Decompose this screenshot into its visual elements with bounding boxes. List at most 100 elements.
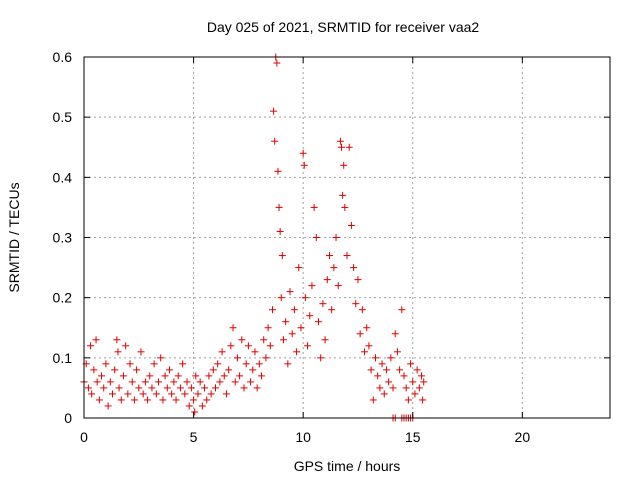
data-point xyxy=(340,161,348,169)
data-point xyxy=(268,306,276,314)
data-point xyxy=(404,396,412,404)
y-tick-label: 0 xyxy=(64,410,72,426)
data-point xyxy=(227,342,235,350)
axis-ticks: 0 5 10 15 20 0 0.1 0.2 0.3 0.4 0.5 0.6 xyxy=(53,49,610,445)
data-point xyxy=(286,288,294,296)
data-point xyxy=(231,378,239,386)
y-tick-label: 0.5 xyxy=(53,109,73,125)
data-point xyxy=(295,264,303,272)
data-point xyxy=(367,366,375,374)
data-point xyxy=(293,348,301,356)
data-point xyxy=(321,336,329,344)
data-point xyxy=(347,221,355,229)
data-point xyxy=(179,360,187,368)
data-point xyxy=(275,203,283,211)
data-point xyxy=(207,390,215,398)
data-point xyxy=(104,402,112,410)
data-point xyxy=(376,384,384,392)
data-point xyxy=(365,342,373,350)
data-point xyxy=(209,366,217,374)
data-point xyxy=(385,378,393,386)
data-point xyxy=(279,336,287,344)
data-point xyxy=(290,306,298,314)
data-point xyxy=(338,143,346,151)
data-point xyxy=(317,354,325,362)
data-point xyxy=(304,342,312,350)
data-point xyxy=(262,354,270,362)
data-point xyxy=(278,252,286,260)
data-point xyxy=(187,384,195,392)
data-point xyxy=(308,282,316,290)
data-point xyxy=(95,396,103,404)
data-point xyxy=(122,342,130,350)
data-markers xyxy=(80,53,428,422)
data-point xyxy=(356,330,364,338)
data-point xyxy=(334,282,342,290)
data-point xyxy=(420,378,428,386)
x-tick-label: 0 xyxy=(80,429,88,445)
data-point xyxy=(165,366,173,374)
data-point xyxy=(183,378,191,386)
data-point xyxy=(389,384,397,392)
data-point xyxy=(115,384,123,392)
data-point xyxy=(174,372,182,380)
data-point xyxy=(98,372,106,380)
data-point xyxy=(271,137,279,145)
data-point xyxy=(102,360,110,368)
data-point xyxy=(150,360,158,368)
x-tick-label: 5 xyxy=(190,429,198,445)
data-point xyxy=(192,372,200,380)
data-point xyxy=(266,342,274,350)
data-point xyxy=(380,390,388,398)
data-point xyxy=(205,372,213,380)
data-point xyxy=(216,378,224,386)
data-point xyxy=(119,372,127,380)
data-point xyxy=(411,390,419,398)
data-point xyxy=(106,378,114,386)
data-point xyxy=(378,360,386,368)
data-point xyxy=(124,390,132,398)
data-point xyxy=(350,264,358,272)
data-point xyxy=(382,366,390,374)
data-point xyxy=(282,318,290,326)
data-point xyxy=(185,402,193,410)
data-point xyxy=(396,366,404,374)
data-point xyxy=(113,336,121,344)
data-point xyxy=(310,203,318,211)
data-point xyxy=(339,191,347,199)
data-point xyxy=(247,378,255,386)
y-tick-label: 0.2 xyxy=(53,290,73,306)
data-point xyxy=(407,360,415,368)
data-point xyxy=(312,234,320,241)
x-tick-label: 20 xyxy=(515,429,531,445)
data-point xyxy=(418,372,426,380)
data-point xyxy=(236,372,244,380)
chart-title: Day 025 of 2021, SRMTID for receiver vaa… xyxy=(207,19,480,35)
data-point xyxy=(191,408,199,416)
y-tick-label: 0.6 xyxy=(53,49,73,65)
data-point xyxy=(330,264,338,272)
data-point xyxy=(391,330,399,338)
data-point xyxy=(92,336,100,344)
data-point xyxy=(264,324,272,332)
data-point xyxy=(212,384,219,392)
data-point xyxy=(139,390,147,398)
data-point xyxy=(238,336,246,344)
data-point xyxy=(273,59,281,67)
data-point xyxy=(111,366,119,374)
data-point xyxy=(135,384,143,392)
data-point xyxy=(117,396,125,404)
data-point xyxy=(260,336,268,344)
x-tick-label: 10 xyxy=(295,429,311,445)
data-point xyxy=(84,384,92,392)
data-point xyxy=(325,252,333,260)
data-point xyxy=(128,378,136,386)
data-point xyxy=(144,396,152,404)
data-point xyxy=(222,390,230,398)
data-point xyxy=(270,107,278,115)
data-point xyxy=(299,149,307,157)
data-point xyxy=(393,348,401,356)
data-point xyxy=(130,396,138,404)
data-point xyxy=(152,390,160,398)
